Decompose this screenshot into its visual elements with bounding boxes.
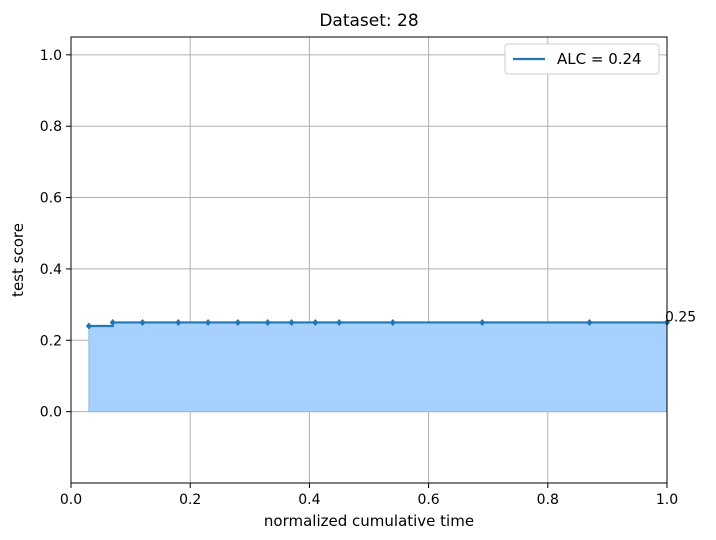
legend-label: ALC = 0.24: [557, 50, 642, 68]
data-point: [389, 318, 396, 326]
x-tick-label: 0.2: [179, 492, 201, 508]
y-tick-label: 1.0: [40, 48, 62, 64]
x-tick-label: 1.0: [656, 492, 678, 508]
fill-layer: [88, 321, 668, 413]
annotation-label: 0.25: [665, 309, 696, 325]
data-point: [109, 318, 116, 326]
plot-frame: [70, 36, 668, 484]
x-tick-label: 0.6: [417, 492, 439, 508]
data-point: [312, 318, 319, 326]
y-tick-label: 0.6: [40, 191, 62, 207]
data-point: [336, 318, 343, 326]
y-tick-label: 0.0: [40, 405, 62, 421]
data-point: [234, 318, 241, 326]
chart-title: Dataset: 28: [319, 11, 418, 31]
data-point: [479, 318, 486, 326]
x-axis-label: normalized cumulative time: [264, 512, 474, 530]
data-point: [288, 318, 295, 326]
ticks: 0.0 0.2 0.4 0.6 0.8 1.0 0.0 0.2 0.4 0.6 0.8 1.0: [40, 48, 678, 508]
legend-box: [504, 43, 660, 75]
data-point: [205, 318, 212, 326]
data-point: [175, 318, 182, 326]
series-layer: [85, 318, 670, 330]
data-point: [85, 322, 92, 330]
legend: ALC = 0.24: [504, 43, 660, 75]
data-point: [264, 318, 271, 326]
data-point: [139, 318, 146, 326]
y-tick-label: 0.4: [40, 262, 62, 278]
x-tick-label: 0.8: [537, 492, 559, 508]
area-fill: [88, 321, 668, 413]
annotation-layer: 0.25: [665, 309, 696, 325]
x-tick-label: 0.4: [298, 492, 320, 508]
data-point: [586, 318, 593, 326]
y-tick-label: 0.2: [40, 333, 62, 349]
y-tick-label: 0.8: [40, 119, 62, 135]
y-axis-label: test score: [9, 223, 27, 297]
x-tick-label: 0.0: [60, 492, 82, 508]
